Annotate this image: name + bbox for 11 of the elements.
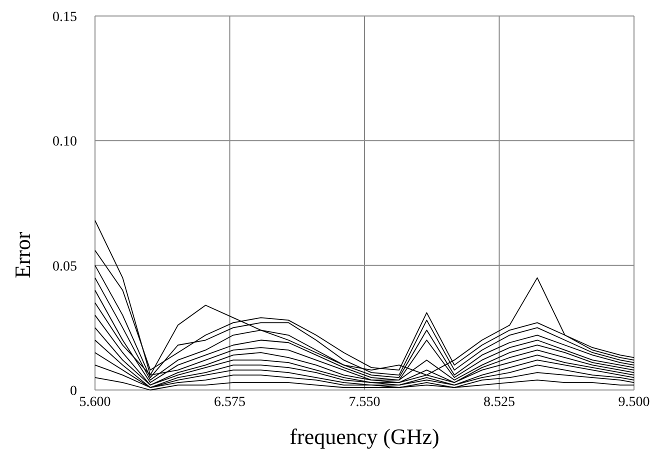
y-tick-label: 0.05	[52, 259, 77, 274]
x-tick-label: 9.500	[618, 395, 650, 410]
y-tick-label: 0.10	[52, 134, 77, 150]
x-tick-label: 8.525	[484, 395, 515, 410]
x-tick-label: 6.575	[214, 395, 246, 410]
x-tick-label: 5.600	[79, 395, 111, 410]
x-tick-label: 7.550	[348, 395, 380, 410]
y-tick-label: 0	[70, 384, 77, 399]
x-axis-title: frequency (GHz)	[290, 424, 440, 449]
y-tick-label: 0.15	[52, 10, 77, 25]
y-axis-title: Error	[10, 231, 35, 278]
